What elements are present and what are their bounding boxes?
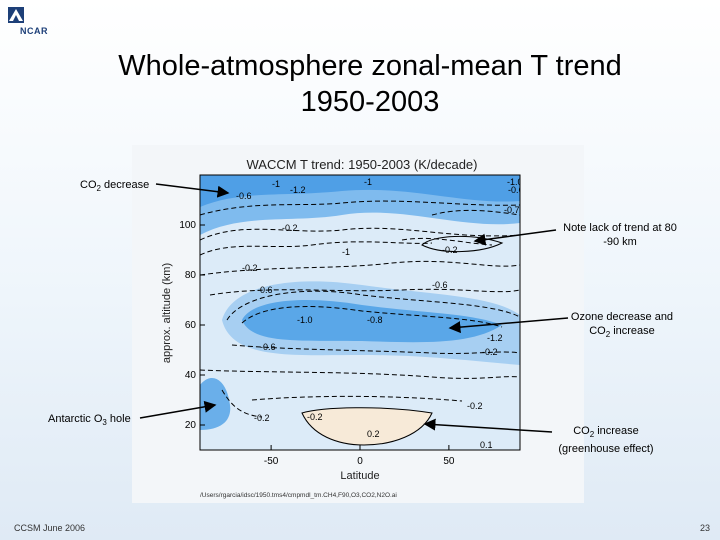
- x-axis: -50 0 50: [264, 445, 455, 467]
- annotation-antarctic-ozone-hole: Antarctic O3 hole: [48, 413, 131, 428]
- y-tick-label: 100: [179, 220, 196, 231]
- y-tick-label: 80: [185, 270, 197, 281]
- warming-contour: [301, 407, 433, 446]
- region-tropospheric-warming: [302, 407, 432, 445]
- ncar-logo-mark: [8, 7, 24, 23]
- annotation-note-lack-of-trend: Note lack of trend at 80 -90 km: [563, 222, 677, 248]
- contour-label: -1: [364, 177, 372, 187]
- contour-label: 0.2: [367, 429, 380, 439]
- contour-label: 0.1: [480, 440, 493, 450]
- plot-area: -1-1.2-0.6-1 -1.0-0.6-0.7-0.2-1 -0.2-0.2-0…: [200, 175, 524, 450]
- contour-label: -0.2: [467, 401, 483, 411]
- x-tick-label: 0: [357, 456, 363, 467]
- contour-label: -1: [272, 179, 280, 189]
- y-tick-label: 40: [185, 370, 197, 381]
- zero-contour: [421, 236, 504, 252]
- contour-label: -0.6: [236, 191, 252, 201]
- chart-title: WACCM T trend: 1950-2003 (K/decade): [247, 157, 478, 172]
- contour-label: -0.2: [307, 412, 323, 422]
- contour-labels: -1-1.2-0.6-1 -1.0-0.6-0.7-0.2-1 -0.2-0.2-0…: [236, 177, 524, 450]
- x-tick-label: -50: [264, 456, 279, 467]
- annotation-co2-decrease: CO2 decrease: [80, 179, 150, 194]
- contour-label: -0.2: [254, 413, 270, 423]
- y-tick-label: 20: [185, 420, 197, 431]
- region-mid-strong-cooling: [242, 300, 502, 343]
- x-tick-label: 50: [443, 456, 455, 467]
- contour-label: -0.2: [282, 223, 298, 233]
- slide-title-line1: Whole-atmosphere zonal-mean T trend: [118, 50, 622, 82]
- slide-title: Whole-atmosphere zonal-mean T trend 1950…: [40, 48, 700, 120]
- contour-label: -0.7: [504, 205, 520, 215]
- y-axis: 20 40 60 80 100: [179, 220, 205, 431]
- page-number: 23: [699, 523, 710, 533]
- chart-footnote: /Users/rgarcia/idsc/1950.tms4/cmpmdl_tm.…: [200, 492, 397, 499]
- y-axis-label: approx. altitude (km): [161, 263, 173, 363]
- contour-label: -0.6: [508, 185, 524, 195]
- contour-label: -1.2: [290, 185, 306, 195]
- contour-label: -0.6: [432, 280, 448, 290]
- contour-label: -1: [342, 247, 350, 257]
- contour-label: -1.2: [487, 333, 503, 343]
- ncar-logo-text: NCAR: [20, 26, 48, 36]
- annotation-co2-increase-greenhouse: CO2 increase (greenhouse effect): [558, 425, 654, 456]
- footer-date: CCSM June 2006: [14, 523, 86, 533]
- region-upper-strong-cooling: [200, 175, 520, 207]
- contour-label: -0.8: [367, 315, 383, 325]
- contour-label: -0.2: [242, 263, 258, 273]
- contour-label: -0.2: [482, 347, 498, 357]
- contour-label: -1.0: [297, 315, 313, 325]
- slide-title-line2: 1950-2003: [300, 86, 440, 118]
- annotation-ozone-decrease: Ozone decrease and CO2 increase: [570, 311, 674, 340]
- x-axis-label: Latitude: [340, 470, 379, 482]
- contour-label: -1.0: [507, 177, 523, 187]
- trend-figure: WACCM T trend: 1950-2003 (K/decade): [132, 145, 584, 503]
- contour-label: -0.6: [257, 285, 273, 295]
- trend-chart: WACCM T trend: 1950-2003 (K/decade): [161, 157, 524, 499]
- y-tick-label: 60: [185, 320, 197, 331]
- contour-label: -0.6: [260, 342, 276, 352]
- ncar-logo: [8, 7, 24, 23]
- contour-label: -0.2: [442, 245, 458, 255]
